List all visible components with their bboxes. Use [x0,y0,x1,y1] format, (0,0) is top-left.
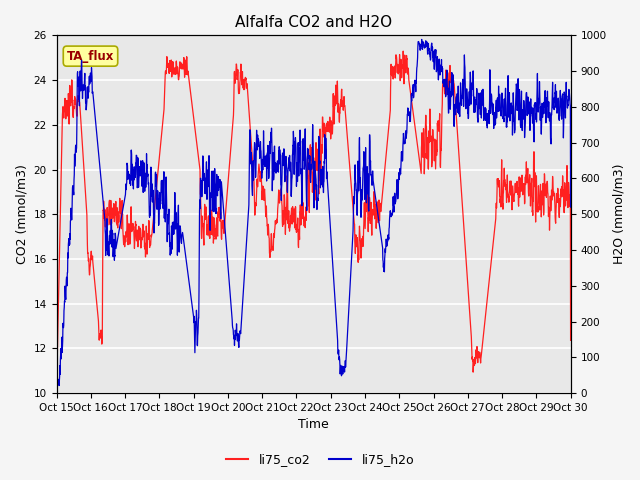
li75_h2o [567,204,575,210]
Y-axis label: CO2 (mmol/m3): CO2 (mmol/m3) [15,164,28,264]
li75_h2o [418,36,426,42]
li75_h2o [303,208,310,214]
li75_h2o [552,104,560,109]
X-axis label: Time: Time [298,419,329,432]
Title: Alfalfa CO2 and H2O: Alfalfa CO2 and H2O [235,15,392,30]
li75_co2 [458,191,465,196]
li75_co2 [52,457,60,463]
li75_h2o [458,93,466,98]
li75_co2 [79,148,86,154]
li75_co2 [303,209,310,215]
li75_h2o [52,372,60,378]
li75_co2 [289,206,297,212]
li75_h2o [79,85,87,91]
li75_co2 [399,48,407,54]
li75_co2 [567,337,575,343]
li75_co2 [552,220,559,226]
Legend: li75_co2, li75_h2o: li75_co2, li75_h2o [221,448,419,471]
Text: TA_flux: TA_flux [67,49,114,63]
Y-axis label: H2O (mmol/m3): H2O (mmol/m3) [612,164,625,264]
Line: li75_h2o: li75_h2o [56,39,571,385]
li75_co2 [552,209,560,215]
li75_h2o [55,383,63,388]
li75_h2o [552,105,560,110]
li75_h2o [289,143,297,149]
Line: li75_co2: li75_co2 [56,51,571,460]
